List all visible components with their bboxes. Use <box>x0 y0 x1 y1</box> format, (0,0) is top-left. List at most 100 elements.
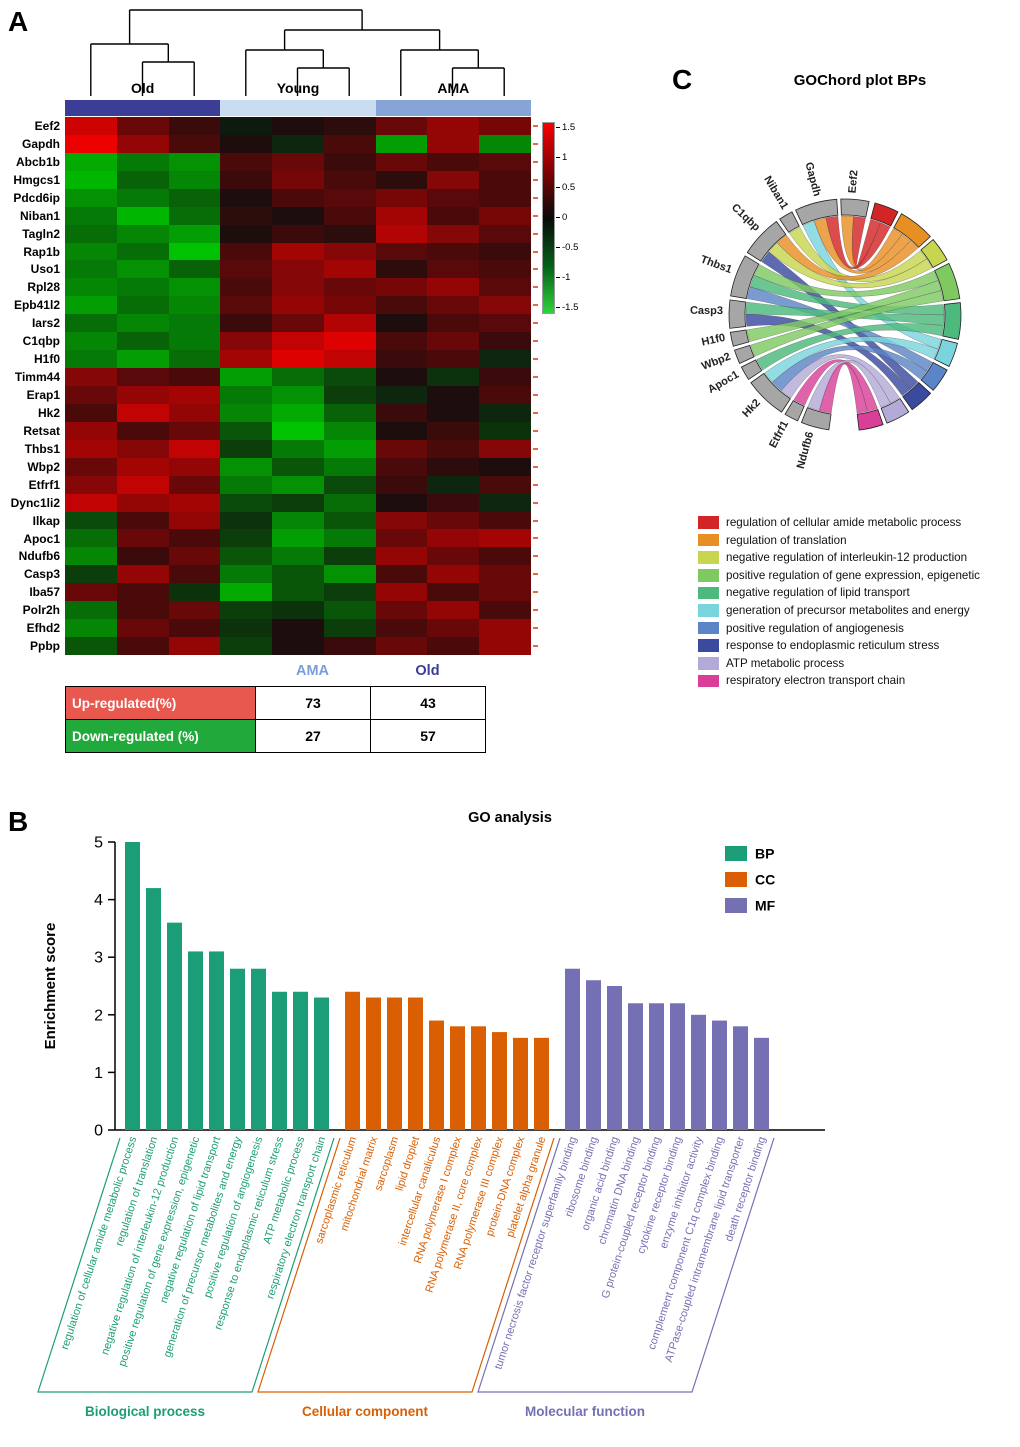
heatmap-cell <box>323 637 376 655</box>
heatmap-group-colorbar <box>65 100 531 116</box>
heatmap-cell <box>168 421 221 440</box>
chord-gene-label: Gapdh <box>802 161 822 198</box>
heatmap-cell <box>168 475 221 494</box>
heatmap-cell <box>427 170 480 189</box>
chord-legend-item: generation of precursor metabolites and … <box>698 604 980 617</box>
group-footer-cc: Cellular component <box>302 1404 429 1419</box>
chord-gene-label: Ndufb6 <box>795 430 816 470</box>
heatmap-cell <box>375 188 428 207</box>
heatmap-cell <box>168 332 221 351</box>
gene-label: Rap1b <box>23 244 60 259</box>
row-tick <box>533 501 538 504</box>
heatmap-cell <box>272 511 324 530</box>
chord-gene-label: Wbp2 <box>700 351 732 373</box>
row-tick <box>533 483 538 486</box>
heatmap-cell <box>272 619 324 638</box>
heatmap-cell <box>65 332 117 351</box>
heatmap-cell <box>116 511 169 530</box>
heatmap-cell <box>168 314 221 333</box>
heatmap-cell <box>375 601 428 620</box>
heatmap-cell <box>116 637 169 655</box>
heatmap-cell <box>65 134 117 153</box>
heatmap-cell <box>65 260 117 279</box>
heatmap-cell <box>220 296 273 315</box>
bar-bp-4 <box>209 951 224 1130</box>
heatmap-cell <box>220 619 273 638</box>
chord-ribbon <box>753 264 939 297</box>
heatmap-cell <box>116 224 169 243</box>
group-colorbar-ama <box>375 100 531 116</box>
row-tick <box>533 537 538 540</box>
heatmap-cell <box>168 368 221 386</box>
heatmap-cell <box>323 134 376 153</box>
gene-arc-Etfrf1 <box>784 400 805 422</box>
heatmap-cell <box>168 296 221 315</box>
heatmap-cell <box>323 385 376 404</box>
heatmap-cell <box>427 583 480 602</box>
heatmap-cell <box>220 152 273 171</box>
heatmap-cell <box>116 134 169 153</box>
heatmap-cell <box>220 117 273 135</box>
heatmap-cell <box>65 601 117 620</box>
row-tick <box>533 429 538 432</box>
group-colorbar-old <box>65 100 221 116</box>
heatmap-cell <box>220 565 273 584</box>
heatmap-cell <box>427 368 480 386</box>
heatmap-cell <box>168 224 221 243</box>
legend-swatch-bp <box>725 846 747 861</box>
heatmap-cell <box>168 278 221 297</box>
scale-tick-label: 0 <box>555 212 568 223</box>
chord-ribbon <box>819 363 868 414</box>
heatmap-cell <box>427 134 480 153</box>
term-arc <box>893 213 932 248</box>
term-arc <box>934 338 958 367</box>
gene-label: Abcb1b <box>15 154 60 169</box>
bar-label: regulation of cellular amide metabolic p… <box>59 1135 140 1351</box>
bar-bp-8 <box>293 991 308 1130</box>
heatmap-cell <box>220 385 273 404</box>
panel-b-label: B <box>8 806 29 837</box>
heatmap-cell <box>220 475 273 494</box>
heatmap-cell <box>479 457 531 476</box>
heatmap-cell <box>323 368 376 386</box>
legend-label: generation of precursor metabolites and … <box>726 603 970 617</box>
heatmap-cell <box>375 350 428 369</box>
heatmap-cell <box>323 224 376 243</box>
gene-arc-Eef2 <box>840 198 870 218</box>
heatmap-cell <box>168 547 221 566</box>
table-header-old: Old <box>415 663 440 679</box>
heatmap-cell <box>220 547 273 566</box>
legend-swatch-mf <box>725 898 747 913</box>
heatmap-cell <box>220 439 273 458</box>
chord-gene-label: Eef2 <box>847 170 861 194</box>
heatmap-cell <box>479 529 531 548</box>
term-arc <box>902 381 932 411</box>
bar-cc-2 <box>387 997 402 1130</box>
heatmap-cell <box>168 134 221 153</box>
heatmap-cell <box>427 224 480 243</box>
heatmap-cell <box>168 403 221 422</box>
heatmap-cell <box>427 385 480 404</box>
heatmap-cell <box>272 475 324 494</box>
heatmap-cell <box>65 224 117 243</box>
heatmap-cell <box>65 314 117 333</box>
chord-legend-item: negative regulation of interleukin-12 pr… <box>698 551 980 564</box>
y-tick-label: 5 <box>94 835 103 852</box>
chord-legend-item: positive regulation of angiogenesis <box>698 622 980 635</box>
legend-label: positive regulation of angiogenesis <box>726 621 904 635</box>
heatmap-cell <box>65 152 117 171</box>
heatmap-cell <box>427 493 480 512</box>
heatmap-cell <box>375 439 428 458</box>
heatmap-cell <box>272 457 324 476</box>
heatmap-cell <box>375 170 428 189</box>
scale-tick-label: -1 <box>555 272 571 283</box>
heatmap-cell <box>272 368 324 386</box>
heatmap-cell <box>116 242 169 261</box>
heatmap-cell <box>375 296 428 315</box>
row-tick <box>533 160 538 163</box>
row-tick <box>533 268 538 271</box>
gene-label: Timm44 <box>14 370 60 385</box>
gene-label: Efhd2 <box>26 621 60 636</box>
heatmap-cell <box>116 565 169 584</box>
